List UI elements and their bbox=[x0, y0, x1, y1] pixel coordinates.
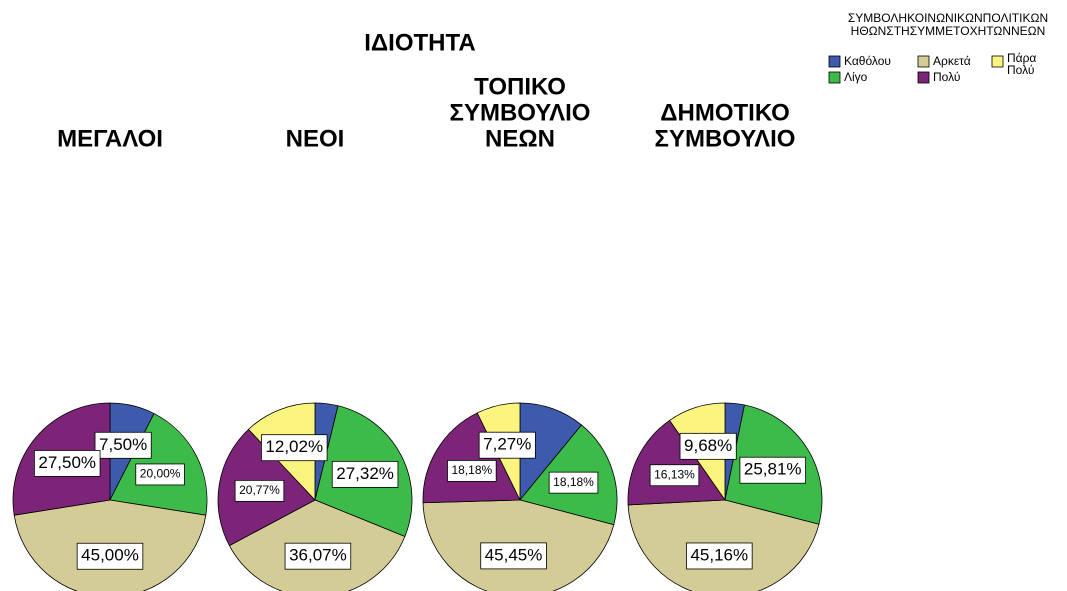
data-label: 45,00% bbox=[81, 546, 139, 565]
pie-slice bbox=[519, 402, 583, 502]
data-label: 16,13% bbox=[654, 467, 695, 481]
data-label: 18,18% bbox=[451, 463, 492, 477]
data-label: 7,27% bbox=[483, 435, 531, 454]
data-label-box bbox=[33, 450, 101, 477]
data-label-box bbox=[331, 460, 399, 488]
data-label: 12,02% bbox=[265, 437, 323, 456]
legend-title: ΣΥΜΒΟΛΗΚΟΙΝΩΝΙΚΩΝΠΟΛΙΤΙΚΩΝ bbox=[848, 11, 1048, 25]
data-label-box bbox=[548, 471, 599, 494]
legend-label: Καθόλου bbox=[844, 54, 891, 68]
legend-label: Αρκετά bbox=[933, 54, 971, 68]
pie-title: ΜΕΓΑΛΟΙ bbox=[57, 125, 163, 152]
pie-title: ΝΕΩΝ bbox=[485, 125, 555, 152]
data-label-box bbox=[480, 542, 547, 570]
data-label: 27,32% bbox=[336, 464, 394, 483]
chart-title: ΙΔΙΟΤΗΤΑ bbox=[364, 29, 475, 56]
legend-title: ΗΘΩΝΣΤΗΣΥΜΜΕΤΟΧΗΤΩΝΝΕΩΝ bbox=[851, 24, 1046, 38]
data-label: 20,77% bbox=[239, 483, 280, 497]
data-label: 27,50% bbox=[38, 453, 96, 472]
data-label: 36,07% bbox=[289, 546, 347, 565]
data-label-box bbox=[447, 460, 497, 482]
pie-title: ΝΕΟΙ bbox=[286, 125, 345, 152]
legend-swatch bbox=[917, 71, 930, 84]
pie-title: ΣΥΜΒΟΥΛΙΟ bbox=[450, 99, 591, 126]
legend-label: Λίγο bbox=[844, 70, 868, 84]
legend-swatch bbox=[991, 55, 1004, 68]
pie-title: ΔΗΜΟΤΙΚΟ bbox=[660, 99, 789, 126]
data-label-box bbox=[284, 542, 352, 570]
data-label: 20,00% bbox=[140, 467, 181, 481]
data-label: 45,45% bbox=[485, 545, 543, 564]
legend-swatch bbox=[917, 55, 930, 68]
data-label-box bbox=[261, 434, 328, 462]
pie-title: ΣΥΜΒΟΥΛΙΟ bbox=[655, 125, 796, 152]
data-label-box bbox=[76, 542, 144, 570]
legend-swatch bbox=[828, 55, 841, 68]
data-label: 18,18% bbox=[553, 475, 594, 489]
data-label-box bbox=[739, 456, 806, 484]
data-label-box bbox=[649, 464, 700, 487]
data-label-box bbox=[686, 542, 753, 570]
data-label: 45,16% bbox=[690, 545, 748, 564]
pie-title: ΤΟΠΙΚΟ bbox=[474, 73, 566, 100]
data-label: 25,81% bbox=[744, 460, 802, 479]
data-label-box bbox=[135, 463, 185, 486]
data-label-box bbox=[478, 431, 536, 459]
legend-label: Πολύ bbox=[933, 70, 960, 84]
data-label-box bbox=[234, 479, 285, 502]
legend-label: Πάρα Πολύ bbox=[1007, 51, 1036, 77]
data-label-box bbox=[679, 432, 737, 460]
legend-swatch bbox=[828, 71, 841, 84]
data-label-box bbox=[94, 431, 152, 459]
data-label: 7,50% bbox=[99, 435, 147, 454]
data-label: 9,68% bbox=[684, 436, 732, 455]
